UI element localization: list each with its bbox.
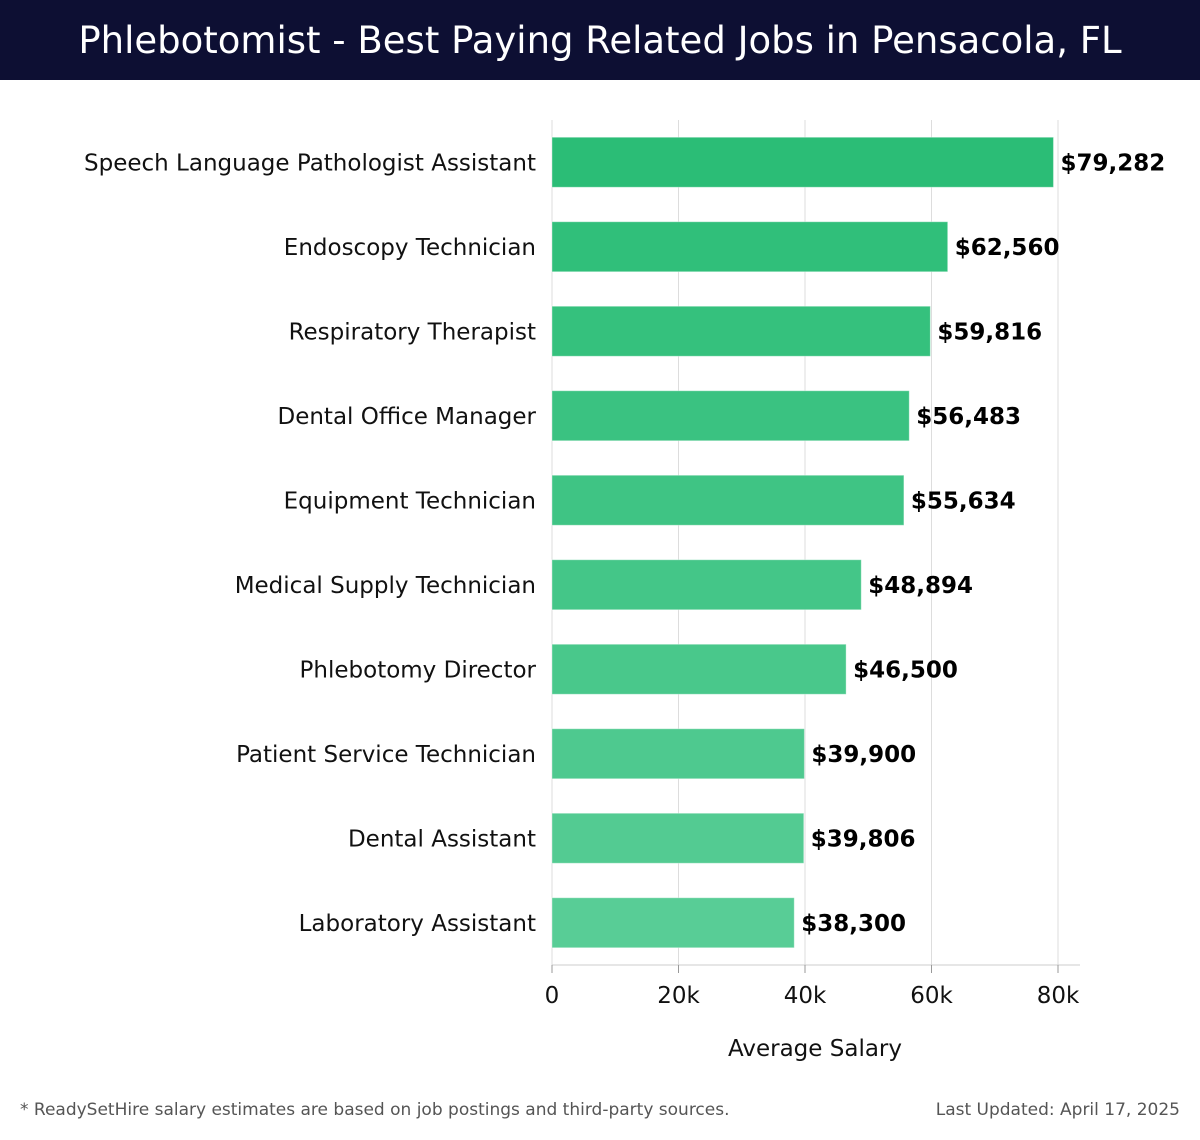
chart-title: Phlebotomist - Best Paying Related Jobs … <box>78 18 1122 62</box>
x-axis-title: Average Salary <box>728 1036 902 1062</box>
value-label: $55,634 <box>911 488 1016 514</box>
footer-note: * ReadySetHire salary estimates are base… <box>20 1100 730 1120</box>
category-label: Dental Assistant <box>348 826 536 852</box>
x-tick-label: 80k <box>1037 983 1080 1009</box>
bar <box>551 728 805 780</box>
bar <box>551 897 795 949</box>
category-label: Speech Language Pathologist Assistant <box>84 150 536 176</box>
bar <box>551 136 1054 188</box>
x-axis: 0 20k 40k 60k 80k <box>545 964 1080 1009</box>
bar <box>551 390 910 442</box>
value-label: $46,500 <box>853 657 958 683</box>
value-label: $48,894 <box>868 573 973 599</box>
value-label: $59,816 <box>937 319 1042 345</box>
value-label: $79,282 <box>1060 150 1165 176</box>
category-label: Phlebotomy Director <box>300 657 537 683</box>
category-label: Endoscopy Technician <box>284 235 536 261</box>
bars <box>551 136 1054 949</box>
category-label: Dental Office Manager <box>277 404 536 430</box>
chart-header: Phlebotomist - Best Paying Related Jobs … <box>0 0 1200 80</box>
value-label: $62,560 <box>955 235 1060 261</box>
category-label: Respiratory Therapist <box>289 319 536 345</box>
bar <box>551 305 931 357</box>
bar <box>551 643 847 695</box>
bar-chart: Speech Language Pathologist Assistant End… <box>84 120 1165 1062</box>
last-updated: Last Updated: April 17, 2025 <box>935 1100 1180 1120</box>
x-tick-label: 40k <box>784 983 827 1009</box>
category-label: Patient Service Technician <box>236 742 536 768</box>
bar <box>551 221 949 273</box>
value-label: $39,900 <box>811 742 916 768</box>
x-tick-label: 0 <box>545 983 560 1009</box>
bar <box>551 812 805 864</box>
x-tick-label: 20k <box>657 983 700 1009</box>
x-tick-label: 60k <box>910 983 953 1009</box>
value-label: $38,300 <box>801 911 906 937</box>
value-labels: $79,282 $62,560 $59,816 $56,483 $55,634 $48,8… <box>801 150 1165 937</box>
bar <box>551 559 862 611</box>
category-labels: Speech Language Pathologist Assistant End… <box>84 150 537 937</box>
value-label: $39,806 <box>811 826 916 852</box>
category-label: Laboratory Assistant <box>299 911 536 937</box>
category-label: Equipment Technician <box>284 488 536 514</box>
bar <box>551 474 905 526</box>
value-label: $56,483 <box>916 404 1021 430</box>
category-label: Medical Supply Technician <box>235 573 536 599</box>
